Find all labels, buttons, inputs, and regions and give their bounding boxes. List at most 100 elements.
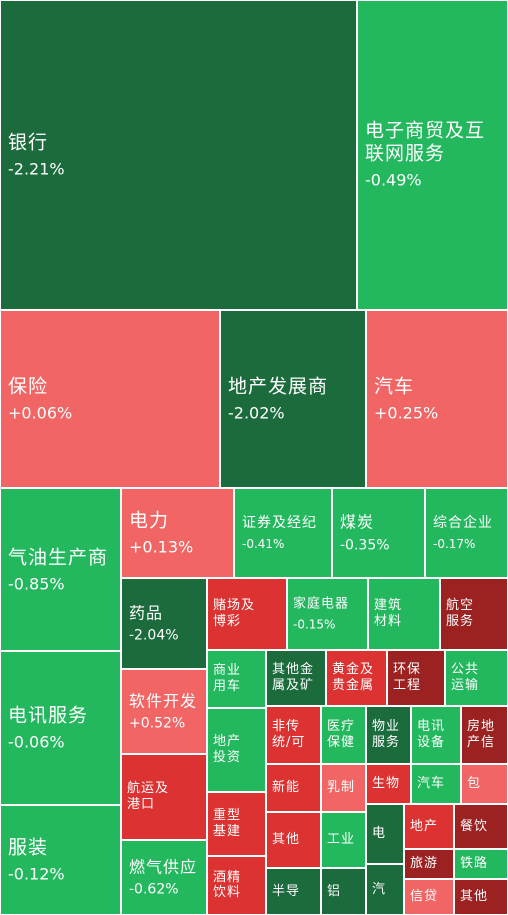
sector-text: 航空 服务 [446, 598, 503, 630]
sector-tile[interactable]: 旅游 [404, 849, 454, 879]
sector-tile[interactable]: 环保 工程 [387, 650, 445, 706]
sector-tile[interactable]: 电讯 设备 [411, 706, 461, 764]
sector-tile[interactable]: 航空 服务 [440, 578, 508, 650]
sector-tile[interactable]: 酒精 饮料 [207, 856, 266, 915]
sector-text: 地产发展商 -2.02% [228, 375, 361, 422]
sector-text: 汽车 +0.25% [374, 375, 503, 422]
sector-tile[interactable]: 地产 [404, 804, 454, 849]
sector-tile[interactable]: 铁路 [454, 849, 508, 879]
sector-tile[interactable]: 包 [461, 764, 508, 804]
sector-text: 新能 [272, 780, 316, 796]
sector-tile[interactable]: 其他 [454, 879, 508, 915]
sector-tile[interactable]: 地产 投资 [207, 708, 266, 792]
sector-name: 电子商贸及互 联网服务 [365, 119, 486, 165]
sector-text: 地产 [410, 819, 449, 835]
sector-tile[interactable]: 气油生产商 -0.85% [0, 488, 121, 651]
sector-name: 其他 [460, 889, 489, 905]
sector-change: -2.04% [129, 627, 179, 644]
sector-tile[interactable]: 工业 [321, 812, 366, 868]
sector-text: 房地 产信 [467, 719, 503, 751]
sector-name: 半导 [272, 883, 301, 899]
sector-tile[interactable]: 半导 [266, 868, 321, 915]
sector-text: 铁路 [460, 856, 503, 872]
sector-text: 银行 -2.21% [8, 131, 352, 178]
sector-tile[interactable]: 软件开发 +0.52% [121, 669, 207, 754]
sector-tile[interactable]: 煤炭 -0.35% [332, 488, 425, 578]
sector-tile[interactable]: 地产发展商 -2.02% [220, 310, 366, 488]
sector-tile[interactable]: 公共 运输 [445, 650, 508, 706]
sector-text: 乳制 [327, 780, 361, 796]
sector-text: 药品 -2.04% [129, 603, 202, 644]
sector-name: 公共 运输 [451, 662, 480, 693]
sector-tile[interactable]: 建筑 材料 [368, 578, 440, 650]
sector-text: 商业 用车 [213, 663, 261, 695]
sector-tile[interactable]: 黄金及 贵金属 [326, 650, 387, 706]
sector-tile[interactable]: 房地 产信 [461, 706, 508, 764]
sector-change: -0.12% [8, 864, 65, 884]
sector-text: 包 [467, 776, 503, 792]
sector-tile[interactable]: 物业 服务 [366, 706, 411, 764]
sector-tile[interactable]: 医疗 保健 [321, 706, 366, 764]
sector-tile[interactable]: 银行 -2.21% [0, 0, 357, 310]
sector-tile[interactable]: 航运及 港口 [121, 754, 207, 840]
sector-name: 包 [467, 776, 482, 792]
sector-text: 医疗 保健 [327, 719, 361, 751]
sector-name: 地产 [410, 818, 439, 834]
sector-change: -0.85% [8, 573, 65, 593]
sector-tile[interactable]: 证券及经纪 -0.41% [234, 488, 332, 578]
sector-tile[interactable]: 汽车 +0.25% [366, 310, 508, 488]
sector-tile[interactable]: 电力 +0.13% [121, 488, 234, 578]
sector-name: 航空 服务 [446, 598, 475, 629]
sector-name: 建筑 材料 [374, 598, 403, 629]
sector-tile[interactable]: 餐饮 [454, 804, 508, 849]
sector-tile[interactable]: 重型 基建 [207, 792, 266, 856]
sector-name: 黄金及 贵金属 [332, 662, 375, 693]
sector-tile[interactable]: 乳制 [321, 764, 366, 812]
sector-text: 旅游 [410, 856, 449, 872]
sector-tile[interactable]: 服装 -0.12% [0, 805, 121, 915]
sector-name: 汽 [372, 881, 387, 897]
sector-tile[interactable]: 电讯服务 -0.06% [0, 651, 121, 805]
sector-name: 重型 基建 [213, 808, 242, 839]
sector-text: 工业 [327, 832, 361, 848]
sector-text: 信贷 [410, 889, 449, 905]
sector-tile[interactable]: 铝 [321, 868, 366, 915]
sector-change: -0.41% [242, 536, 285, 551]
sector-name: 证券及经纪 [242, 514, 317, 531]
sector-text: 证券及经纪 -0.41% [242, 515, 327, 551]
sector-text: 物业 服务 [372, 719, 406, 751]
sector-tile[interactable]: 药品 -2.04% [121, 578, 207, 669]
sector-tile[interactable]: 综合企业 -0.17% [425, 488, 508, 578]
sector-name: 其他 [272, 832, 301, 848]
sector-name: 非传 统/可 [272, 719, 306, 750]
sector-text: 航运及 港口 [127, 781, 202, 813]
sector-tile[interactable]: 商业 用车 [207, 650, 266, 708]
sector-tile[interactable]: 其他 [266, 812, 321, 868]
sector-tile[interactable]: 生物 [366, 764, 411, 804]
sector-name: 服装 [8, 836, 49, 859]
sector-tile[interactable]: 其他金 属及矿 [266, 650, 326, 706]
sector-tile[interactable]: 电子商贸及互 联网服务 -0.49% [357, 0, 508, 310]
sector-tile[interactable]: 赌场及 博彩 [207, 578, 287, 650]
sector-tile[interactable]: 新能 [266, 764, 321, 812]
sector-tile[interactable]: 家庭电器 -0.15% [287, 578, 368, 650]
sector-tile[interactable]: 电 [366, 804, 404, 864]
sector-text: 电 [372, 826, 399, 842]
sector-name: 旅游 [410, 856, 439, 872]
sector-change: -2.02% [228, 403, 285, 423]
sector-text: 家庭电器 -0.15% [293, 596, 363, 631]
sector-tile[interactable]: 保险 +0.06% [0, 310, 220, 488]
sector-text: 电子商贸及互 联网服务 -0.49% [365, 120, 503, 191]
sector-name: 环保 工程 [393, 662, 422, 693]
sector-text: 电力 +0.13% [129, 509, 229, 556]
sector-tile[interactable]: 非传 统/可 [266, 706, 321, 764]
sector-name: 汽车 [417, 776, 446, 792]
sector-text: 建筑 材料 [374, 598, 435, 630]
sector-tile[interactable]: 燃气供应 -0.62% [121, 840, 207, 915]
sector-text: 燃气供应 -0.62% [129, 857, 202, 898]
sector-tile[interactable]: 信贷 [404, 879, 454, 915]
sector-tile[interactable]: 汽 [366, 864, 404, 915]
sector-name: 汽车 [374, 375, 415, 398]
sector-tile[interactable]: 汽车 [411, 764, 461, 804]
